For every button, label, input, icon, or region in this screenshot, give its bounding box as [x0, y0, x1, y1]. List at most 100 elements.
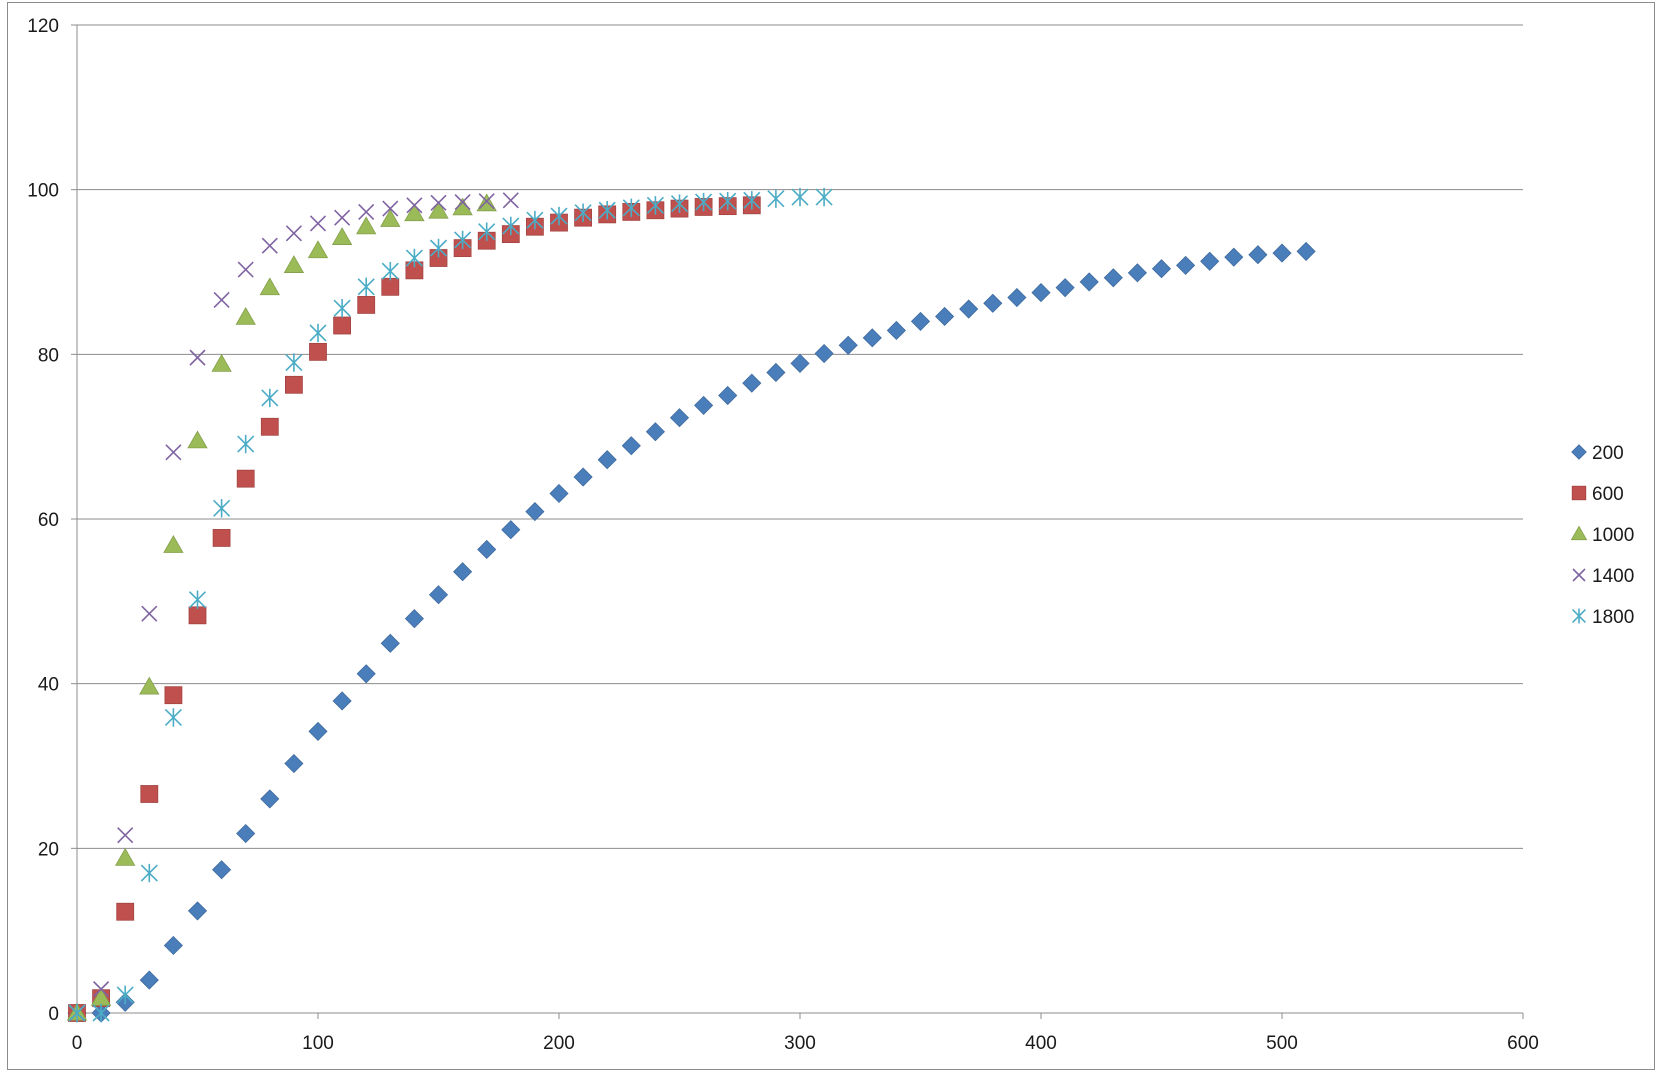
legend-label: 1400 — [1592, 566, 1634, 587]
data-point — [188, 590, 207, 609]
gridlines — [77, 24, 1523, 849]
data-point — [261, 237, 278, 254]
data-point — [1007, 287, 1027, 308]
data-point — [261, 388, 279, 408]
y-tick-label: 20 — [38, 839, 59, 860]
data-point — [670, 194, 689, 213]
data-point — [380, 633, 400, 653]
data-point — [213, 499, 231, 518]
data-point — [116, 902, 135, 921]
data-point — [1296, 241, 1316, 261]
data-point — [452, 197, 473, 216]
x-tick-label: 100 — [302, 1033, 334, 1054]
data-point — [381, 261, 399, 281]
data-point — [1079, 272, 1099, 292]
data-point — [285, 225, 302, 242]
legend-item: 1000 — [1570, 525, 1634, 546]
data-point — [454, 230, 472, 250]
y-tick-label: 40 — [38, 675, 59, 696]
data-point — [1176, 255, 1196, 275]
data-point — [791, 187, 809, 207]
data-point — [622, 198, 640, 217]
x-tick-label: 0 — [72, 1033, 83, 1054]
x-tick-label: 200 — [543, 1033, 575, 1054]
y-tick-label: 0 — [48, 1004, 59, 1025]
legend-marker — [1571, 485, 1587, 501]
data-point — [428, 585, 449, 605]
data-point — [646, 196, 664, 215]
data-point — [742, 373, 762, 393]
data-point — [211, 353, 232, 372]
data-point — [501, 520, 521, 540]
x-tick-label: 400 — [1025, 1033, 1057, 1054]
data-point — [910, 311, 931, 331]
data-point — [141, 605, 158, 622]
data-point — [1200, 251, 1220, 271]
data-point — [260, 417, 279, 436]
data-point — [621, 436, 641, 456]
legend-marker — [1570, 525, 1588, 541]
data-point — [430, 194, 447, 211]
data-point — [815, 187, 833, 207]
data-point — [935, 306, 955, 327]
data-point — [549, 483, 569, 504]
data-point — [117, 827, 134, 844]
data-point — [333, 299, 351, 318]
data-point — [212, 860, 232, 880]
data-point — [382, 200, 399, 217]
data-point — [1224, 247, 1244, 267]
data-point — [526, 210, 544, 230]
data-point — [284, 753, 304, 774]
x-tick-label: 600 — [1507, 1033, 1539, 1054]
data-point — [163, 935, 183, 956]
data-point — [1272, 243, 1292, 263]
data-point — [259, 277, 280, 296]
data-point — [139, 676, 160, 695]
data-point — [356, 216, 377, 235]
legend-label: 1800 — [1592, 607, 1634, 628]
data-point — [1127, 263, 1147, 283]
data-point — [404, 609, 424, 629]
data-point — [695, 192, 713, 212]
data-point — [525, 502, 545, 522]
series-1400 — [68, 192, 519, 1022]
data-point — [309, 323, 327, 343]
data-point — [308, 721, 328, 741]
data-point — [1248, 245, 1268, 265]
legend-marker — [1572, 608, 1586, 624]
data-point — [237, 261, 254, 278]
data-point — [1151, 259, 1172, 279]
data-point — [502, 192, 519, 209]
data-point — [862, 328, 882, 348]
y-tick-label: 80 — [38, 345, 59, 366]
data-point — [164, 708, 182, 727]
legend-item: 1400 — [1572, 566, 1634, 587]
data-point — [1031, 283, 1051, 303]
y-tick-label: 120 — [27, 16, 59, 37]
data-point — [283, 255, 305, 273]
data-point — [237, 434, 255, 454]
data-point — [309, 342, 327, 361]
data-point — [502, 216, 520, 236]
data-point — [188, 606, 207, 625]
data-point — [115, 847, 136, 866]
data-point — [380, 209, 401, 227]
data-point — [838, 335, 858, 355]
data-point — [187, 901, 208, 921]
data-point — [406, 197, 423, 214]
chart-frame — [7, 2, 1655, 1070]
data-point — [356, 664, 376, 684]
axes — [71, 24, 1524, 1019]
data-point — [212, 529, 231, 547]
data-point — [381, 277, 400, 296]
data-point — [719, 191, 737, 211]
data-point — [163, 535, 184, 553]
tick-labels: 0 20 40 60 80 100 120 0 100 200 300 400 500 600 — [27, 16, 1539, 1054]
legend-marker — [1571, 444, 1587, 460]
data-point — [309, 215, 327, 232]
data-point — [358, 203, 375, 220]
data-point — [573, 467, 593, 487]
data-point — [428, 200, 449, 219]
data-point — [477, 539, 497, 560]
